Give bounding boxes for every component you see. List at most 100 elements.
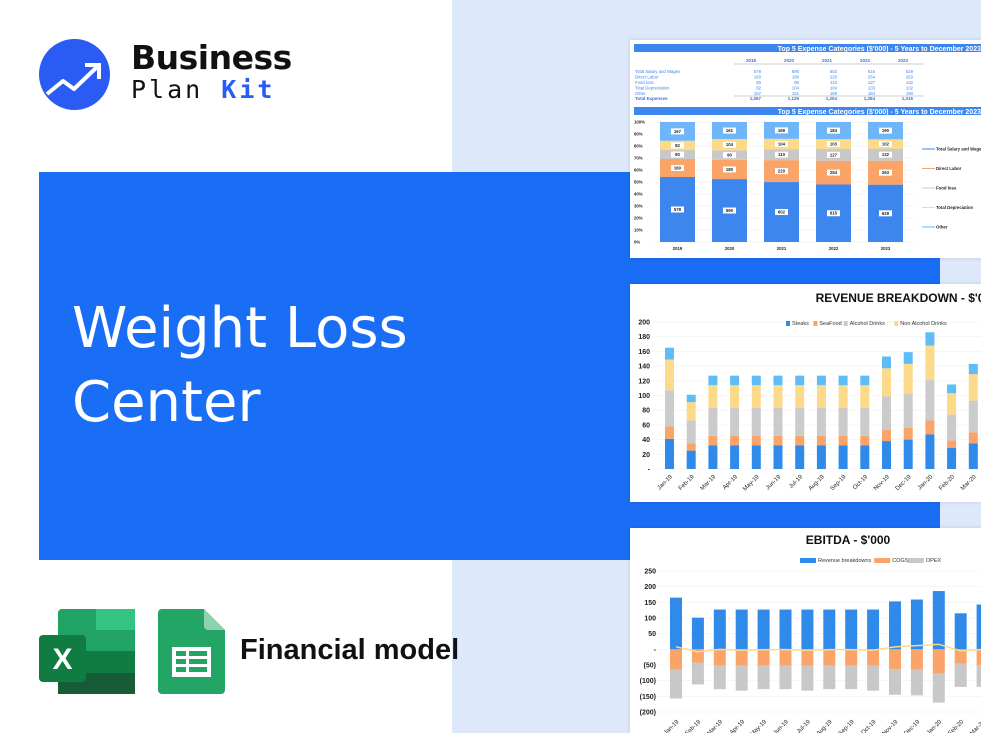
table-row-label: Food loss [635, 80, 654, 85]
bar-segment [773, 407, 783, 436]
y-tick-label: 30% [634, 204, 643, 209]
data-label: 615 [830, 211, 838, 216]
data-label-bg [775, 168, 788, 175]
title-line-2: Center [72, 370, 261, 435]
data-label-bg [671, 128, 684, 135]
data-label: 127 [830, 152, 838, 157]
bar-segment [751, 445, 761, 469]
data-label: 578 [674, 207, 682, 212]
table-cell: 220 [830, 75, 838, 80]
bar-segment [708, 385, 718, 408]
y-tick-label: (200) [640, 710, 656, 717]
table-total-cell: 1,316 [902, 96, 914, 101]
legend-label: OPEX [926, 558, 942, 564]
chart-title: REVENUE BREAKDOWN - $'0 [816, 291, 981, 305]
data-label-bg [775, 209, 788, 216]
table-row-label: Total Depreciation [635, 86, 670, 91]
data-label-bg [671, 151, 684, 158]
bar-segment [889, 649, 901, 670]
x-tick-label: Feb-19 [678, 474, 696, 492]
y-tick-label: 100 [638, 393, 650, 400]
table-cell: 102 [906, 86, 914, 91]
y-tick-label: 180 [638, 334, 650, 341]
y-tick-label: - [654, 647, 657, 654]
bar-segment [801, 649, 814, 666]
y-tick-label: 100% [634, 120, 645, 125]
bar-segment [751, 375, 761, 386]
bar-segment [947, 447, 957, 469]
bar-segment [867, 609, 880, 650]
y-tick-label: 40% [634, 192, 643, 197]
data-label-bg [775, 127, 788, 134]
bar-segment [925, 345, 935, 381]
bar-segment [968, 443, 978, 469]
table-cell: 578 [754, 69, 762, 74]
data-label-bg [671, 206, 684, 213]
bar-segment [670, 597, 682, 650]
bar-segment [889, 601, 901, 650]
bar-segment [882, 368, 891, 397]
x-tick-label: Jul-19 [788, 474, 804, 490]
x-tick-label: Feb-20 [938, 474, 956, 492]
data-label: 103 [830, 142, 838, 147]
ebitda-line [675, 643, 981, 653]
table-cell: 90 [794, 80, 799, 85]
table-cell: 110 [830, 80, 837, 85]
table-row-label: Total Salary and Wages [635, 69, 680, 74]
x-tick-label: Apr-19 [722, 474, 739, 491]
bar-segment [860, 385, 870, 408]
x-tick-label: May-19 [750, 719, 769, 733]
bar-segment [882, 396, 891, 431]
y-tick-label: 150 [644, 600, 656, 607]
table-title: Top 5 Expense Categories ($'000) - 5 Yea… [778, 46, 981, 53]
data-label-bg [723, 207, 736, 214]
bar-segment [686, 402, 696, 421]
data-label: 220 [778, 169, 786, 174]
x-tick-label: Feb-19 [685, 719, 703, 733]
bar-segment [730, 445, 740, 469]
bar-segment [686, 443, 696, 451]
y-tick-label: 50 [648, 631, 656, 638]
bar-segment [779, 665, 792, 690]
table-row-label: Other [635, 91, 646, 96]
bar-segment [867, 649, 880, 666]
bar-segment [947, 393, 957, 415]
x-tick-label: Jan-19 [663, 719, 681, 733]
table-year-header: 2021 [822, 58, 833, 63]
x-tick-label: Aug-19 [816, 719, 834, 733]
data-label: 132 [882, 152, 890, 157]
bar-segment [816, 435, 826, 446]
bar-segment [925, 380, 935, 421]
bar-segment [845, 609, 858, 650]
bar-segment [691, 662, 704, 685]
bar-segment [708, 375, 718, 386]
bar-segment [860, 445, 870, 469]
bar-segment [882, 441, 891, 469]
y-tick-label: 20% [634, 216, 643, 221]
bar-segment [757, 609, 770, 650]
table-year-header: 2023 [898, 58, 909, 63]
legend-label: Revenue breakdowns [818, 558, 871, 564]
bar-segment [757, 665, 770, 690]
data-label-bg [879, 210, 892, 217]
y-tick-label: - [648, 467, 651, 474]
bar-segment [816, 445, 826, 469]
bar-segment [801, 665, 814, 691]
bar-segment [954, 613, 967, 650]
bar-segment [968, 432, 978, 444]
table-cell: 132 [906, 80, 914, 85]
x-tick-label: Feb-20 [947, 719, 965, 733]
legend-label: SeaFood [819, 321, 841, 327]
legend-label: COGS [892, 558, 909, 564]
data-label: 104 [778, 142, 786, 147]
bar-segment [713, 609, 726, 650]
y-tick-label: 10% [634, 228, 643, 233]
bar-segment [713, 665, 726, 690]
table-cell: 590 [792, 69, 800, 74]
y-tick-label: 0% [634, 240, 640, 245]
bar-segment [773, 385, 783, 408]
bar-segment [845, 665, 858, 690]
table-cell: 167 [754, 91, 762, 96]
legend-label: Non Alcohol Drinks [900, 321, 947, 327]
